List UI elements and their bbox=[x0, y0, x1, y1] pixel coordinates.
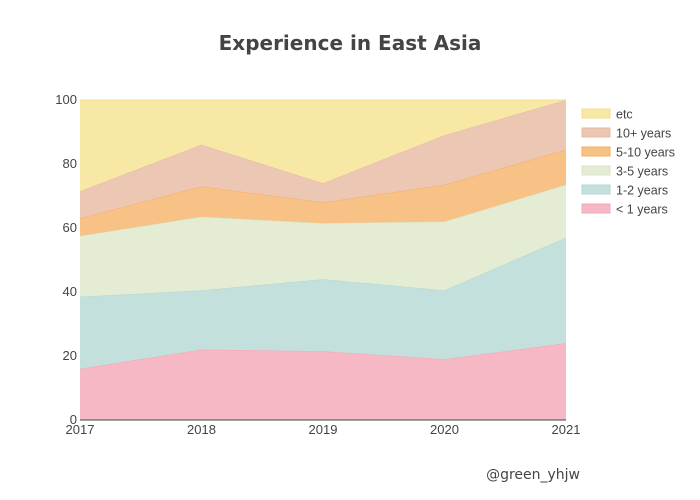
legend-label: etc bbox=[616, 108, 633, 122]
area-series-5-10-years bbox=[80, 149, 566, 236]
legend-swatch bbox=[581, 146, 611, 157]
legend-item[interactable]: < 1 years bbox=[581, 203, 668, 217]
area-series-3-5-years bbox=[80, 184, 566, 297]
legend-swatch bbox=[581, 203, 611, 214]
y-tick-label: 100 bbox=[55, 92, 77, 107]
area-series-etc bbox=[80, 100, 566, 192]
y-tick-label: 80 bbox=[63, 156, 77, 171]
legend-swatch bbox=[581, 184, 611, 195]
legend-swatch bbox=[581, 127, 611, 138]
x-tick-label: 2017 bbox=[66, 422, 95, 437]
chart-title: Experience in East Asia bbox=[219, 31, 482, 55]
legend-item[interactable]: 5-10 years bbox=[581, 146, 675, 160]
x-tick-label: 2018 bbox=[187, 422, 216, 437]
y-axis: 0 20 40 60 80 100 bbox=[55, 92, 77, 427]
legend-label: 10+ years bbox=[616, 127, 671, 141]
y-tick-label: 20 bbox=[63, 348, 77, 363]
x-tick-label: 2020 bbox=[430, 422, 459, 437]
legend-swatch bbox=[581, 108, 611, 119]
credit-text: @green_yhjw bbox=[486, 467, 580, 483]
legend-label: < 1 years bbox=[616, 203, 668, 217]
legend-label: 5-10 years bbox=[616, 146, 675, 160]
legend-item[interactable]: 10+ years bbox=[581, 127, 671, 141]
plot-area bbox=[79, 99, 567, 420]
legend-swatch bbox=[581, 165, 611, 176]
y-tick-label: 0 bbox=[70, 412, 77, 427]
area-series-1-years bbox=[80, 343, 566, 420]
x-axis: 2017 2018 2019 2020 2021 bbox=[66, 422, 581, 437]
area-series-1-2-years bbox=[80, 237, 566, 369]
x-tick-label: 2019 bbox=[309, 422, 338, 437]
x-tick-label: 2021 bbox=[552, 422, 581, 437]
y-tick-label: 60 bbox=[63, 220, 77, 235]
legend-label: 1-2 years bbox=[616, 184, 668, 198]
y-tick-label: 40 bbox=[63, 284, 77, 299]
legend-item[interactable]: 1-2 years bbox=[581, 184, 668, 198]
area-series-10-years bbox=[80, 100, 566, 219]
legend[interactable]: etc 10+ years 5-10 years 3-5 years 1-2 years… bbox=[581, 108, 675, 217]
legend-label: 3-5 years bbox=[616, 165, 668, 179]
legend-item[interactable]: 3-5 years bbox=[581, 165, 668, 179]
legend-item[interactable]: etc bbox=[581, 108, 633, 122]
